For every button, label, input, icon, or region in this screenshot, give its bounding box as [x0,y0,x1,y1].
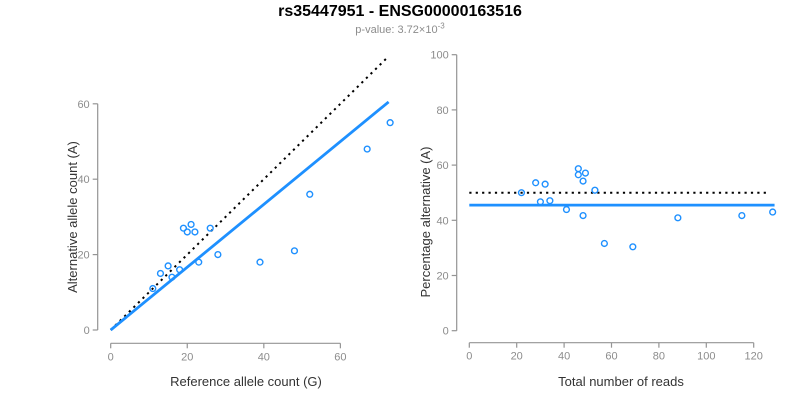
data-point [164,262,172,270]
data-point [546,197,554,205]
data-point [769,208,777,216]
data-point [306,190,314,198]
left-plot-allele-counts: 0 20 40 60 0 20 40 60 Reference allele count (G)… [65,55,394,389]
data-point [176,266,184,274]
figure-title: rs35447951 - ENSG00000163516 [278,3,522,20]
data-point [574,171,582,179]
right-plot-percentage-vs-reads: 0 20 40 60 80 100 0 20 40 60 80 100 120 Total number … [418,50,777,389]
x-tick-label: 80 [653,351,665,363]
data-point [600,239,608,248]
data-point [363,145,371,153]
x-tick-label: 100 [697,351,715,363]
y-tick-label: 20 [436,271,448,283]
data-point [179,224,188,232]
data-point [386,119,394,127]
figure-subtitle: p-value: 3.72×10-3 [0,21,800,36]
data-point [591,186,599,194]
x-tick-label: 60 [334,351,346,363]
data-point [574,165,582,173]
y-axis-title: Percentage alternative (A) [418,146,433,297]
data-point [674,214,682,222]
data-point [541,180,549,188]
x-tick-label: 60 [605,351,617,363]
y-tick-label: 0 [84,325,90,337]
data-point [532,179,540,187]
data-point [168,273,176,281]
data-point [536,198,545,206]
data-point [195,258,203,266]
data-point [214,251,222,259]
data-point [149,284,157,293]
data-point [579,212,587,220]
y-tick-label: 40 [77,174,89,186]
x-tick-label: 0 [466,351,472,363]
y-tick-label: 80 [436,105,448,117]
y-tick-label: 40 [436,215,448,227]
data-point [191,228,199,236]
identity-line [109,55,390,331]
data-point [256,258,264,266]
y-tick-label: 60 [436,160,448,172]
x-tick-label: 40 [558,351,570,363]
pvalue-exponent: -3 [437,21,445,31]
y-tick-label: 100 [430,50,448,62]
data-point [562,205,571,214]
x-tick-label: 120 [745,351,763,363]
x-axis-title: Reference allele count (G) [170,374,322,389]
data-point [206,224,214,232]
data-point [629,243,637,251]
data-point [156,269,165,278]
x-axis-title: Total number of reads [558,374,684,389]
y-tick-label: 60 [77,99,89,111]
data-point [517,189,526,197]
data-point [187,220,195,229]
y-tick-label: 20 [77,250,89,262]
x-tick-label: 40 [258,351,270,363]
regression-line [109,100,390,332]
x-tick-label: 0 [108,351,114,363]
data-point [183,228,191,236]
x-tick-label: 20 [181,351,193,363]
x-tick-label: 20 [511,351,523,363]
data-point [738,212,746,220]
data-point [290,247,299,255]
data-point [579,177,587,185]
data-point [581,169,590,177]
y-tick-label: 0 [443,326,449,338]
pvalue-text: p-value: 3.72×10 [355,24,438,36]
y-axis-title: Alternative allele count (A) [65,141,80,293]
